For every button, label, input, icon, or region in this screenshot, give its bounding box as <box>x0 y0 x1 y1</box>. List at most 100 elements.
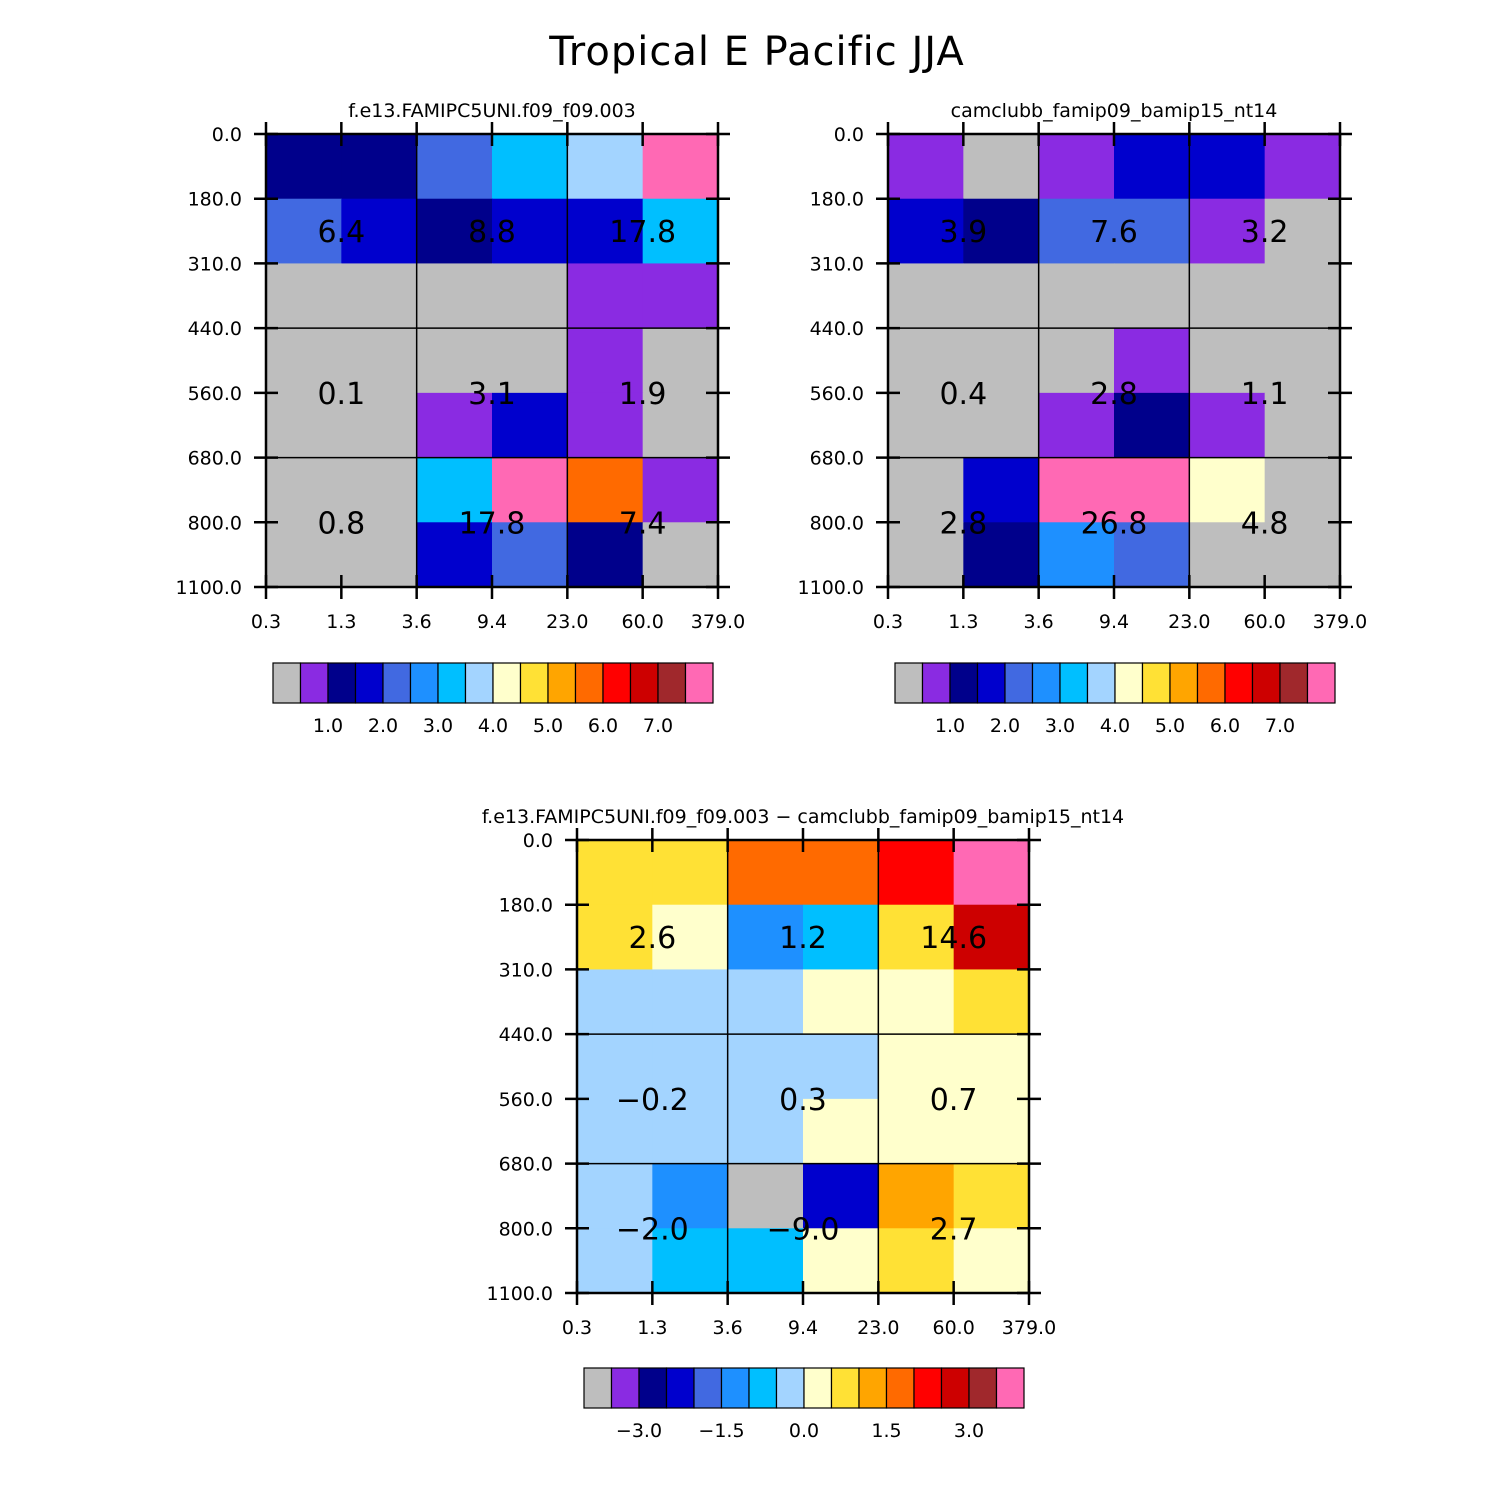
heatmap-cell <box>953 1098 1030 1165</box>
y-tick-label: 800.0 <box>188 512 242 534</box>
heatmap-cell <box>1264 522 1341 588</box>
y-tick-label: 800.0 <box>499 1218 553 1240</box>
x-tick-label: 0.3 <box>251 611 281 633</box>
heatmap-cell <box>1264 328 1341 394</box>
x-tick-label: 9.4 <box>788 1317 818 1339</box>
x-tick-label: 0.3 <box>873 611 903 633</box>
heatmap-cell <box>878 1228 955 1294</box>
x-tick-label: 379.0 <box>691 611 745 633</box>
x-tick-label: 1.3 <box>948 611 978 633</box>
y-tick-label: 440.0 <box>188 318 242 340</box>
colorbar-box <box>803 1367 833 1409</box>
colorbar-label: 5.0 <box>533 715 563 737</box>
heatmap-cell <box>341 134 418 200</box>
colorbar-label: 3.0 <box>954 1420 984 1442</box>
x-tick-label: 0.3 <box>562 1317 592 1339</box>
colorbar: −3.0 −1.5 0.0 1.5 3.0 <box>583 1367 1025 1442</box>
colorbar-box <box>657 662 687 704</box>
heatmap-cell <box>888 198 964 265</box>
x-tick-label: 3.6 <box>713 1317 743 1339</box>
heatmap-cell <box>953 904 1030 971</box>
heatmap-cell <box>266 457 342 523</box>
heatmap-cell <box>963 134 1040 200</box>
cell-value-label: 4.8 <box>1241 506 1289 541</box>
chart-panel-3: f.e13.FAMIPC5UNI.f09_f09.003 − camclubb_… <box>482 806 1124 1442</box>
colorbar-box <box>602 662 632 704</box>
colorbar-box <box>894 662 924 704</box>
heatmap-cell <box>652 969 729 1035</box>
colorbar-label: −3.0 <box>616 1420 662 1442</box>
heatmap-cell <box>341 392 418 459</box>
y-tick-label: 1100.0 <box>798 577 864 599</box>
colorbar-box <box>547 662 577 704</box>
colorbar-box <box>492 662 522 704</box>
cell-value-label: 3.1 <box>468 377 516 412</box>
heatmap-cell <box>803 904 879 971</box>
heatmap-cell <box>878 969 955 1035</box>
colorbar-box <box>574 662 604 704</box>
heatmap-cell <box>341 522 418 588</box>
heatmap-cell <box>727 1163 804 1229</box>
heatmap-cell <box>577 904 653 971</box>
cell-value-label: 26.8 <box>1081 506 1148 541</box>
heatmap-cell <box>266 263 342 329</box>
colorbar-box <box>354 662 384 704</box>
heatmap-cell <box>963 198 1040 265</box>
cell-value-label: 7.4 <box>619 506 667 541</box>
heatmap-cell <box>727 1034 804 1100</box>
cell-value-label: 0.4 <box>939 377 987 412</box>
x-tick-label: 3.6 <box>402 611 432 633</box>
heatmap-cell <box>492 328 568 394</box>
heatmap-cell <box>492 134 568 200</box>
heatmap-cell <box>492 263 568 329</box>
heatmap-cell <box>1189 198 1266 265</box>
heatmap-cell <box>1189 522 1266 588</box>
y-tick-label: 310.0 <box>188 253 242 275</box>
colorbar-box <box>830 1367 860 1409</box>
y-tick-label: 440.0 <box>499 1024 553 1046</box>
heatmap-cell <box>727 969 804 1035</box>
heatmap-cell <box>416 134 493 200</box>
heatmap-cell <box>878 1163 955 1229</box>
cell-value-label: −0.2 <box>616 1083 689 1118</box>
cell-value-label: 8.8 <box>468 215 516 250</box>
heatmap-cell <box>1038 134 1115 200</box>
heatmap-cell <box>341 263 418 329</box>
heatmap-cell <box>803 1228 879 1294</box>
y-tick-label: 560.0 <box>499 1089 553 1111</box>
colorbar-label: 2.0 <box>368 715 398 737</box>
colorbar-label: 3.0 <box>423 715 453 737</box>
heatmap-cell <box>652 1098 729 1165</box>
heatmap-cell <box>492 522 568 588</box>
heatmap-cell <box>652 1228 729 1294</box>
heatmap-cell <box>492 392 568 459</box>
heatmap-cell <box>888 134 964 200</box>
colorbar-box <box>1086 662 1116 704</box>
colorbar-label: 4.0 <box>478 715 508 737</box>
heatmap-cell <box>642 198 719 265</box>
colorbar-label: 2.0 <box>990 715 1020 737</box>
heatmap-cell <box>577 1098 653 1165</box>
y-tick-label: 0.0 <box>212 124 242 146</box>
y-tick-label: 0.0 <box>834 124 864 146</box>
heatmap-cell <box>963 263 1040 329</box>
cell-value-label: 6.4 <box>317 215 365 250</box>
colorbar-label: 7.0 <box>1265 715 1295 737</box>
colorbar-box <box>1251 662 1281 704</box>
heatmap-cell <box>1114 392 1190 459</box>
cell-value-label: 0.3 <box>779 1083 827 1118</box>
heatmap-cell <box>567 522 644 588</box>
cell-value-label: 7.6 <box>1090 215 1138 250</box>
heatmap-cell <box>727 1098 804 1165</box>
colorbar-box <box>1004 662 1034 704</box>
y-tick-label: 0.0 <box>523 830 553 852</box>
heatmap-cell <box>1038 522 1115 588</box>
colorbar-box <box>638 1367 668 1409</box>
x-tick-label: 1.3 <box>326 611 356 633</box>
y-tick-label: 680.0 <box>810 448 864 470</box>
heatmap-cell <box>953 969 1030 1035</box>
colorbar-box <box>1196 662 1226 704</box>
heatmap-cell <box>888 263 964 329</box>
y-tick-label: 180.0 <box>499 895 553 917</box>
heatmap-cell <box>1264 457 1341 523</box>
